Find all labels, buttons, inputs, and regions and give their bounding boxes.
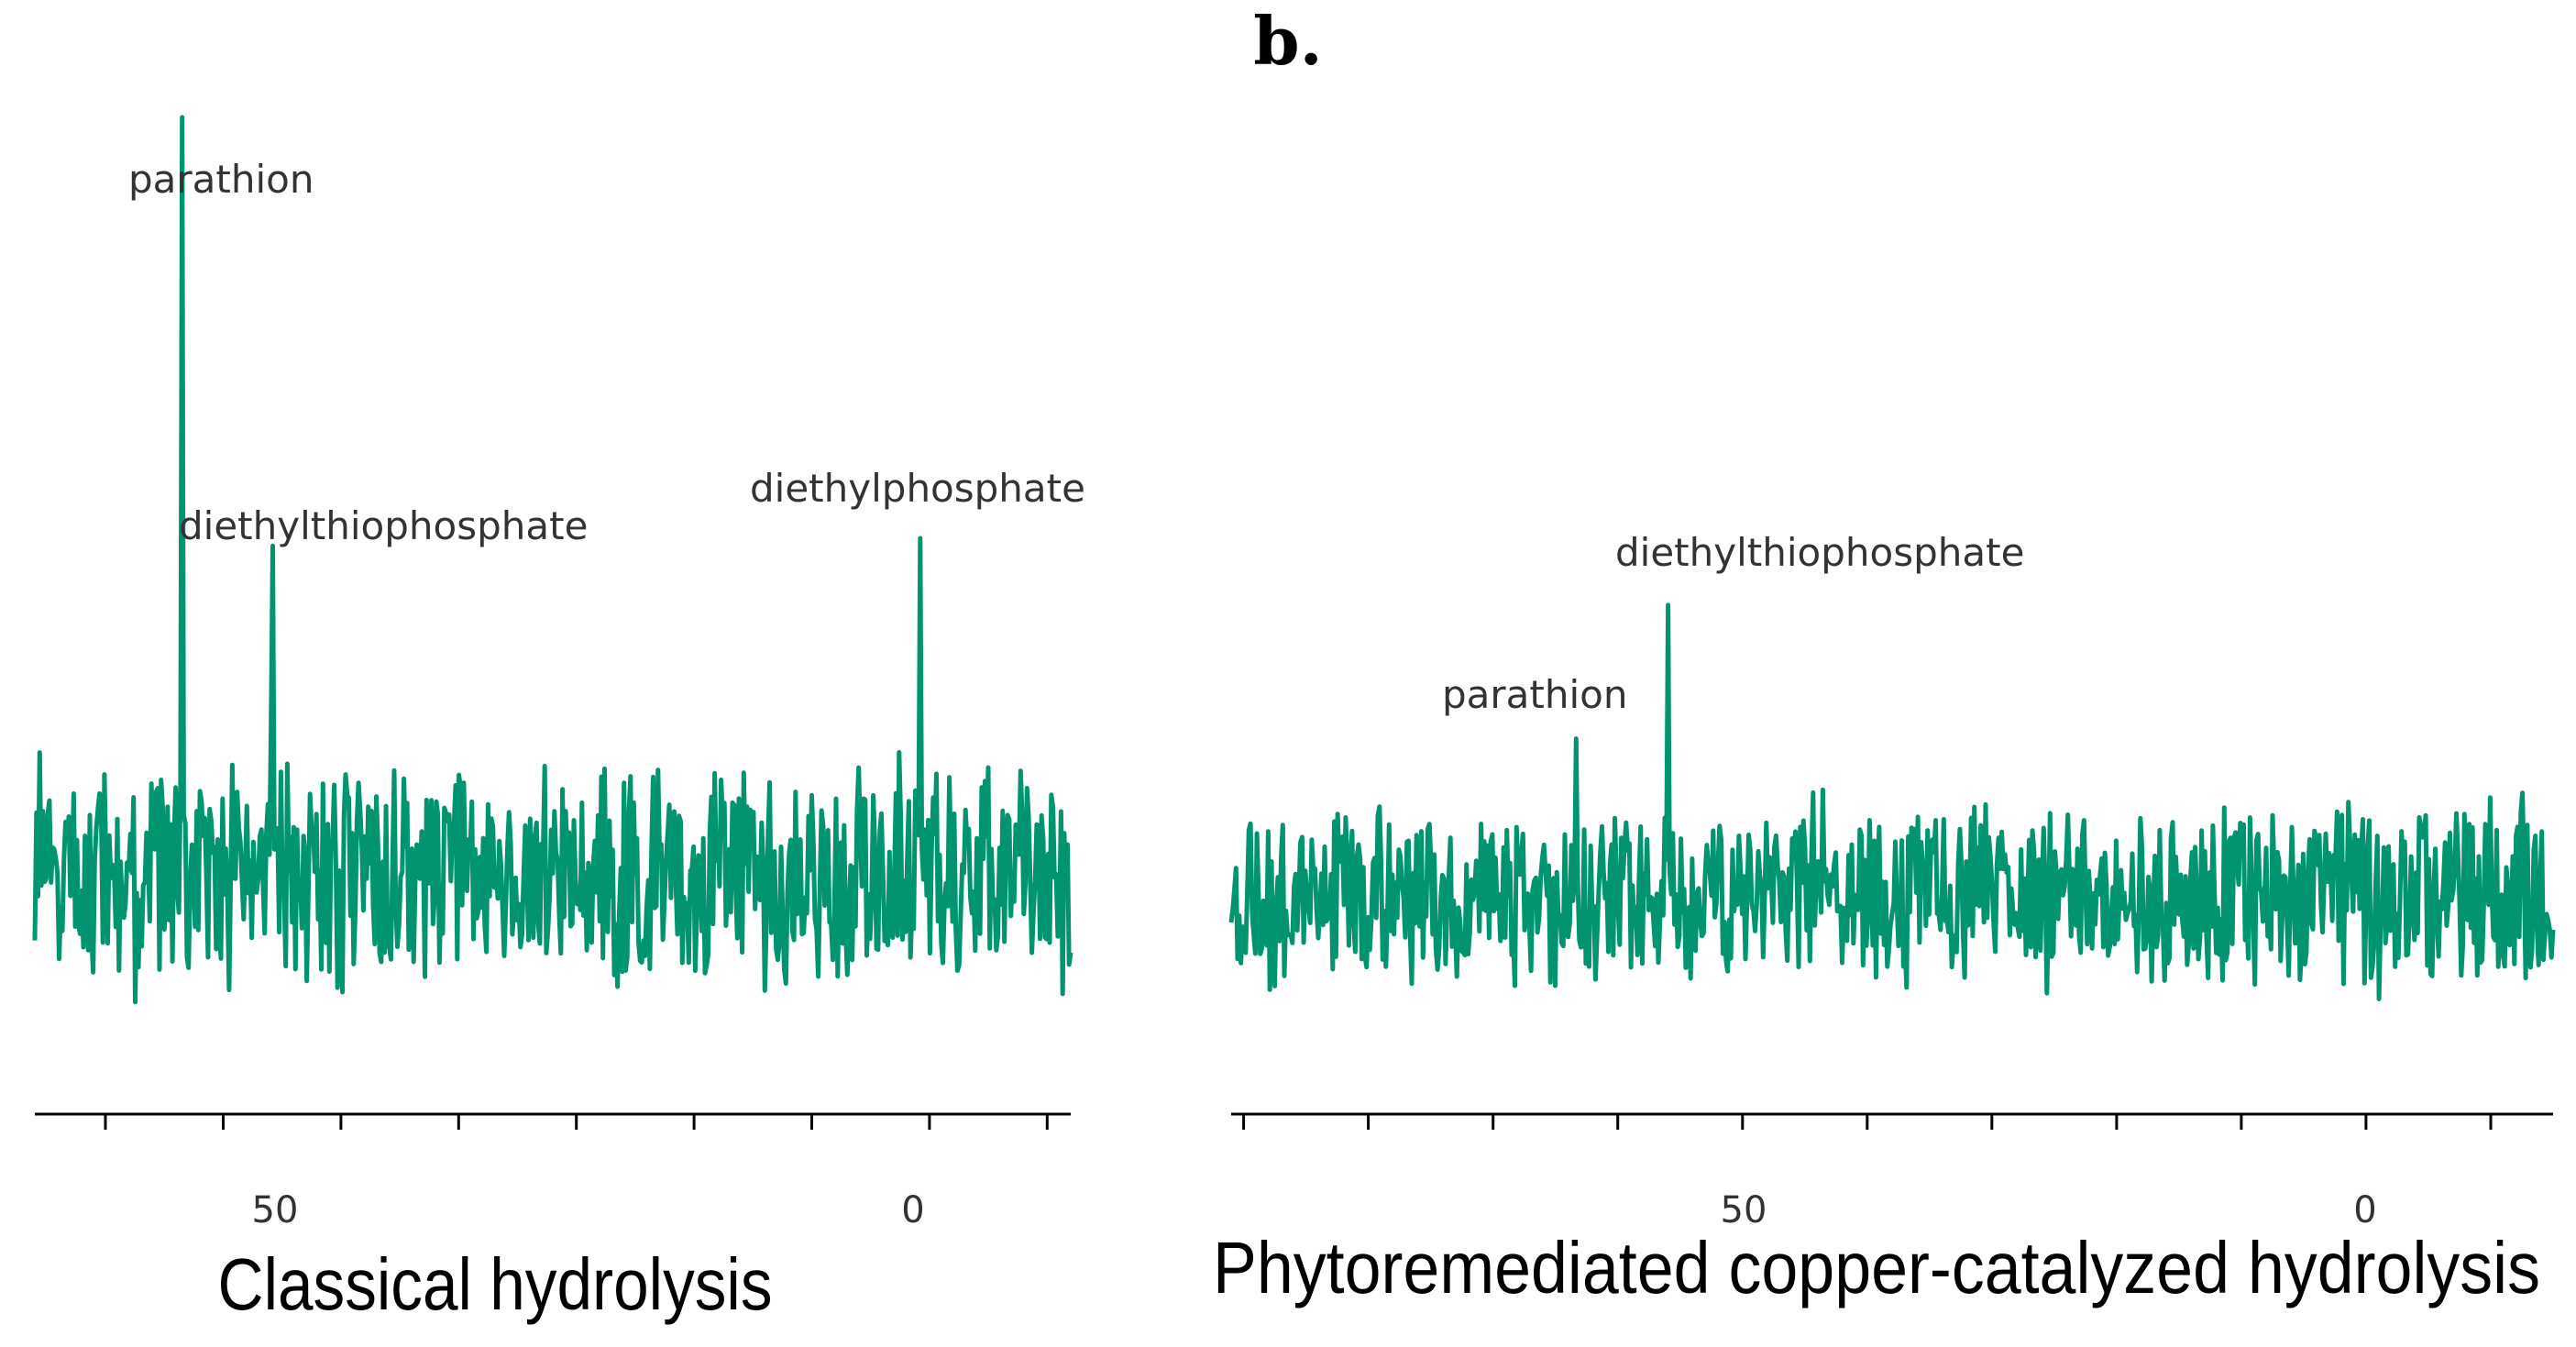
phyto-ticks (1242, 1114, 2493, 1130)
phyto-peak-labels: parathion diethylthiophosphate (1442, 530, 2024, 717)
phyto-caption: Phytoremediated copper-catalyzed hydroly… (1213, 1227, 2540, 1308)
classical-label-diethylthiophosphate: diethylthiophosphate (179, 503, 588, 548)
phyto-spectrum-line (1228, 602, 2556, 1001)
classical-tick-labels: 50 0 (252, 1189, 925, 1231)
panel-letter: b. (1253, 2, 1322, 80)
classical-label-parathion: parathion (128, 157, 314, 202)
phyto-tick-label-50: 50 (1721, 1189, 1767, 1231)
classical-tick-label-50: 50 (252, 1189, 299, 1231)
classical-label-diethylphosphate: diethylphosphate (750, 466, 1085, 511)
classical-ticks (104, 1114, 1049, 1130)
classical-hydrolysis-chart: parathion diethylthiophosphate diethylph… (32, 115, 1085, 1325)
phytoremediated-chart: parathion diethylthiophosphate 50 0 Phyt… (1213, 530, 2556, 1308)
phyto-tick-labels: 50 0 (1721, 1189, 2377, 1231)
phyto-tick-label-0: 0 (2353, 1189, 2376, 1231)
classical-trace-group (32, 115, 1073, 1005)
phyto-trace-group (1228, 602, 2556, 1001)
classical-peak-labels: parathion diethylthiophosphate diethylph… (128, 157, 1085, 548)
phyto-label-diethylthiophosphate: diethylthiophosphate (1615, 530, 2024, 575)
classical-tick-label-0: 0 (901, 1189, 924, 1231)
classical-spectrum-line (32, 115, 1073, 1005)
phyto-label-parathion: parathion (1442, 672, 1627, 717)
classical-caption: Classical hydrolysis (218, 1243, 773, 1325)
